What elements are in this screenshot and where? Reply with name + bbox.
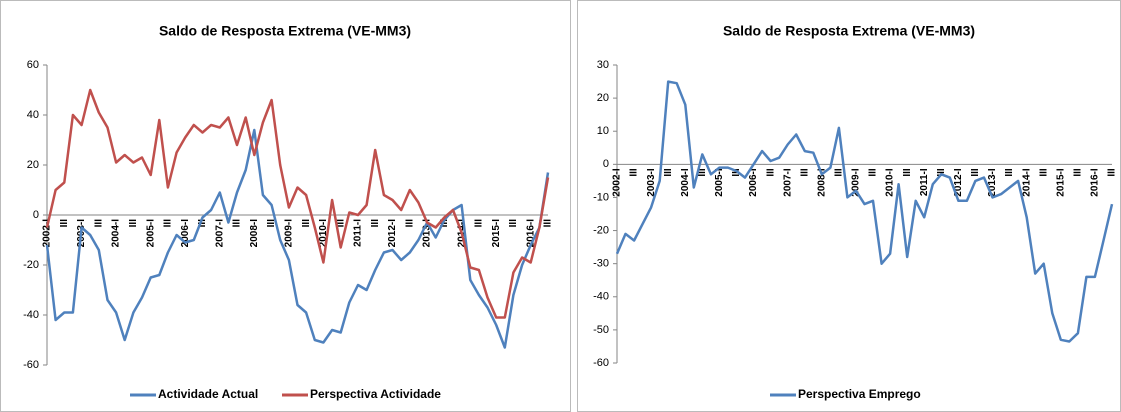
legend-label: Actividade Actual [158, 387, 258, 401]
y-tick-label: 0 [603, 158, 609, 170]
y-tick-label: -20 [23, 259, 39, 271]
x-tick-label: III [1004, 168, 1015, 177]
x-tick-label: III [936, 168, 947, 177]
x-tick-label: 2016-I [525, 219, 536, 248]
x-tick-label: 2013-I [987, 168, 998, 197]
x-tick-label: III [508, 219, 519, 228]
y-tick-label: 30 [597, 59, 609, 71]
x-tick-label: III [128, 219, 139, 228]
panel [0, 0, 571, 412]
x-tick-label: 2010-I [318, 219, 329, 248]
x-tick-label: 2008-I [249, 219, 260, 248]
x-tick-label: III [834, 168, 845, 177]
x-tick-label: III [335, 219, 346, 228]
series-line [45, 88, 550, 319]
y-tick-label: -40 [23, 309, 39, 321]
x-tick-label: III [301, 219, 312, 228]
y-tick-label: 40 [27, 109, 39, 121]
x-tick-label: 2012-I [953, 168, 964, 197]
x-tick-label: III [474, 219, 485, 228]
x-tick-label: 2005-I [145, 219, 156, 248]
x-tick-label: III [799, 168, 810, 177]
y-tick-label: -60 [593, 357, 609, 369]
chart-title: Saldo de Resposta Extrema (VE-MM3) [159, 23, 411, 39]
y-tick-label: -60 [23, 359, 39, 371]
x-tick-label: III [765, 168, 776, 177]
x-tick-label: 2004-I [680, 168, 691, 197]
y-tick-label: -20 [593, 224, 609, 236]
x-tick-label: III [93, 219, 104, 228]
x-tick-label: III [1038, 168, 1049, 177]
x-tick-label: III [697, 168, 708, 177]
x-tick-label: 2007-I [214, 219, 225, 248]
x-tick-label: III [663, 168, 674, 177]
legend-label: Perspectiva Actividade [310, 387, 441, 401]
x-tick-label: 2011-I [353, 219, 364, 247]
x-tick-label: III [1073, 168, 1084, 177]
y-tick-label: -40 [593, 291, 609, 303]
x-tick-label: III [197, 219, 208, 228]
x-tick-label: 2006-I [180, 219, 191, 248]
x-tick-label: III [59, 219, 70, 228]
y-tick-label: 20 [27, 159, 39, 171]
x-tick-label: 2015-I [491, 219, 502, 248]
x-tick-label: 2003-I [646, 168, 657, 197]
y-tick-label: 20 [597, 92, 609, 104]
x-tick-label: 2011-I [919, 168, 930, 196]
x-tick-label: III [439, 219, 450, 228]
x-tick-label: 2016-I [1090, 168, 1101, 197]
x-tick-label: 2014-I [1021, 168, 1032, 197]
y-tick-label: 60 [27, 59, 39, 71]
x-tick-label: 2015-I [1055, 168, 1066, 197]
x-tick-label: 2009-I [284, 219, 295, 248]
x-tick-label: III [629, 168, 640, 177]
x-tick-label: III [370, 219, 381, 228]
x-tick-label: III [163, 219, 174, 228]
x-tick-label: 2012-I [387, 219, 398, 248]
chart-title: Saldo de Resposta Extrema (VE-MM3) [723, 23, 975, 39]
y-tick-label: 0 [33, 209, 39, 221]
x-tick-label: III [404, 219, 415, 228]
x-tick-label: 2004-I [111, 219, 122, 248]
x-tick-label: III [970, 168, 981, 177]
series-line [45, 128, 550, 349]
x-tick-label: 2002-I [612, 168, 623, 197]
x-tick-label: 2013-I [422, 219, 433, 248]
x-tick-label: III [902, 168, 913, 177]
x-tick-label: III [868, 168, 879, 177]
y-tick-label: 10 [597, 125, 609, 137]
x-tick-label: 2009-I [851, 168, 862, 197]
x-tick-label: III [266, 219, 277, 228]
y-tick-label: -10 [593, 191, 609, 203]
x-tick-label: III [232, 219, 243, 228]
x-tick-label: III [1107, 168, 1118, 177]
x-tick-label: 2006-I [748, 168, 759, 197]
y-tick-label: -50 [593, 324, 609, 336]
x-tick-label: 2007-I [782, 168, 793, 197]
y-tick-label: -30 [593, 258, 609, 270]
series-line [615, 80, 1114, 343]
x-tick-label: 2002-I [42, 219, 53, 248]
panel [577, 0, 1121, 412]
legend-label: Perspectiva Emprego [798, 387, 921, 401]
x-tick-label: 2008-I [816, 168, 827, 197]
x-tick-label: 2010-I [885, 168, 896, 197]
x-tick-label: 2005-I [714, 168, 725, 197]
x-tick-label: III [543, 219, 554, 228]
